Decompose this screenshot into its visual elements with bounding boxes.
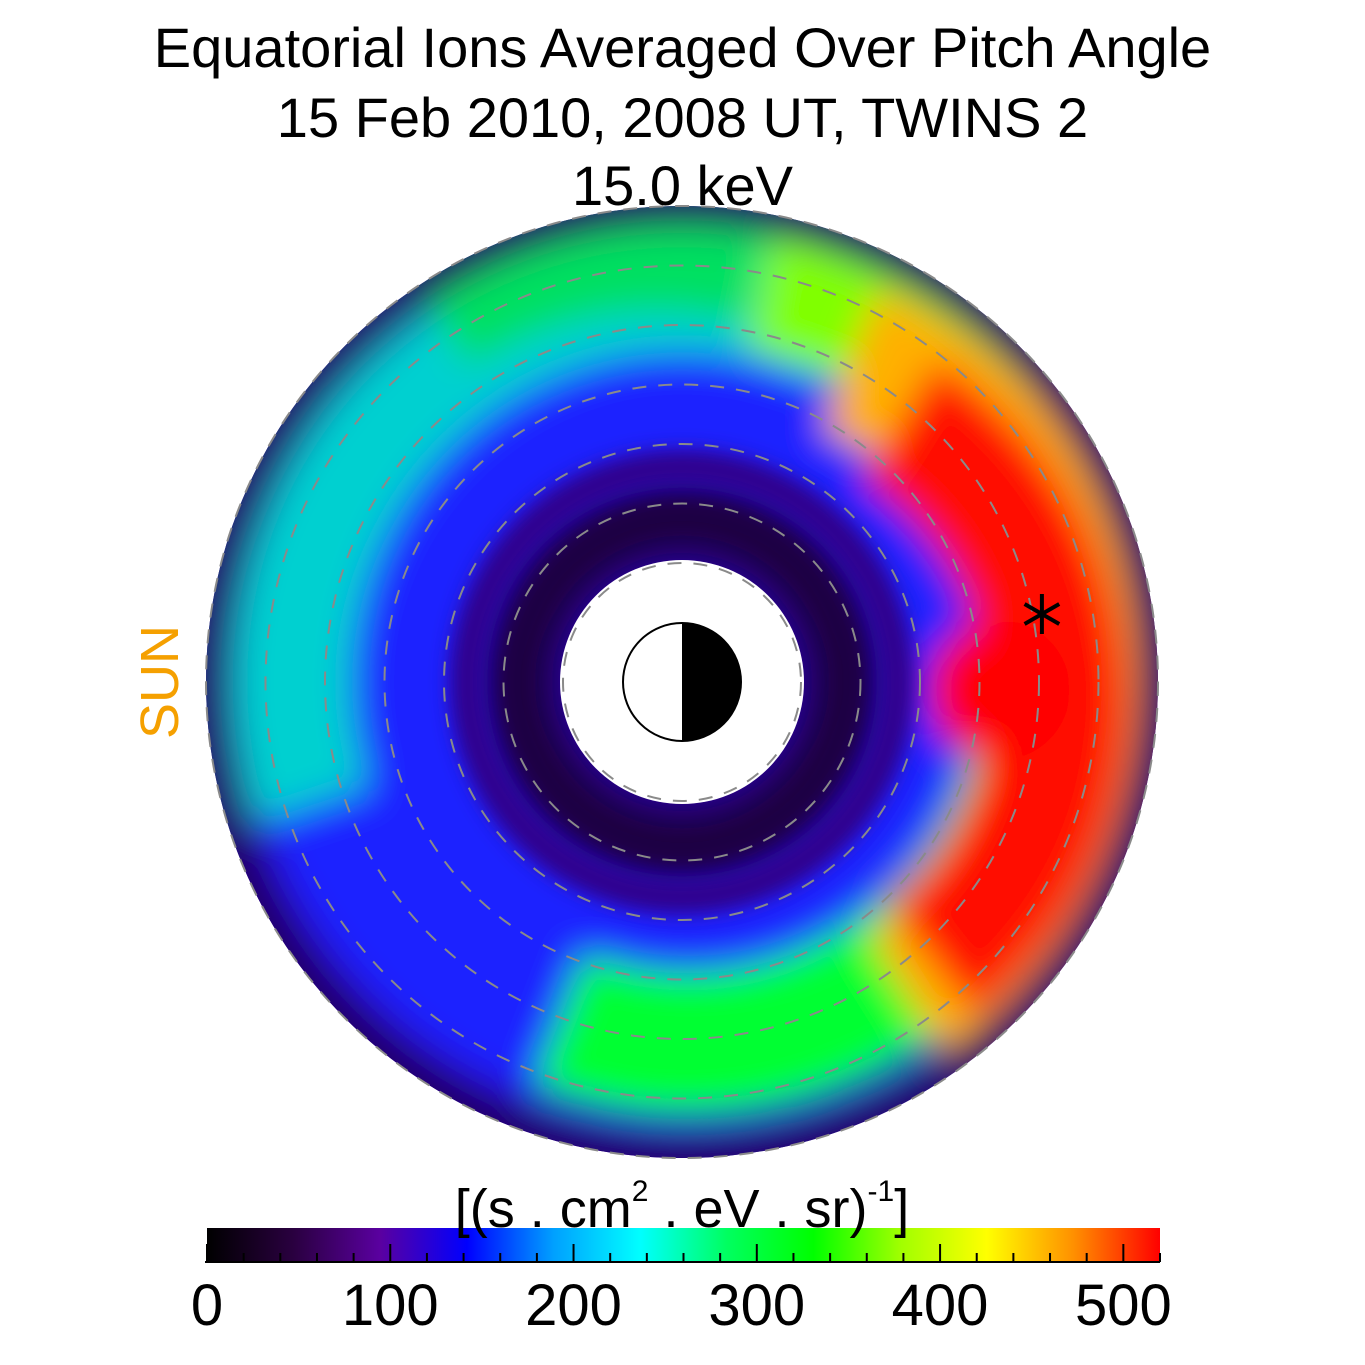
tick-label-300: 300: [708, 1273, 806, 1338]
tick-label-500: 500: [1074, 1273, 1172, 1338]
earth-icon: [622, 622, 742, 742]
chart-title-line1: Equatorial Ions Averaged Over Pitch Angl…: [153, 16, 1212, 79]
tick-label-200: 200: [525, 1273, 622, 1338]
sun-direction-label: SUN: [130, 624, 190, 740]
unit-part-1: [(s . cm: [454, 1179, 632, 1239]
grid-circle-r3: [502, 502, 862, 862]
radial-grid: [205, 205, 1159, 1159]
grid-circle-r4: [443, 443, 921, 921]
unit-part-2: . eV . sr): [648, 1179, 868, 1239]
unit-part-3: ]: [894, 1179, 910, 1239]
grid-circle-r5: [383, 383, 981, 981]
unit-exp-2: 2: [631, 1175, 649, 1208]
colorbar-ticks: [206, 1244, 1161, 1262]
tick-label-400: 400: [891, 1273, 989, 1338]
tick-label-0: 0: [190, 1273, 224, 1338]
unit-exp-minus1: -1: [867, 1175, 895, 1208]
grid-circle-r8: [205, 205, 1159, 1159]
star-stroke: [1023, 602, 1061, 626]
grid-circle-r7: [264, 264, 1100, 1100]
star-marker-icon: [1023, 593, 1061, 634]
flux-map: [206, 206, 1158, 1158]
tick-label-100: 100: [341, 1273, 439, 1338]
grid-circle-r6: [324, 324, 1040, 1040]
colorbar-unit-label: [(s . cm2 . eV . sr)-1]: [455, 1162, 909, 1239]
chart-title-line2: 15 Feb 2010, 2008 UT, TWINS 2: [276, 86, 1089, 149]
flux-map-bands: [206, 206, 1158, 1158]
grid-circle-r2: [562, 562, 802, 802]
